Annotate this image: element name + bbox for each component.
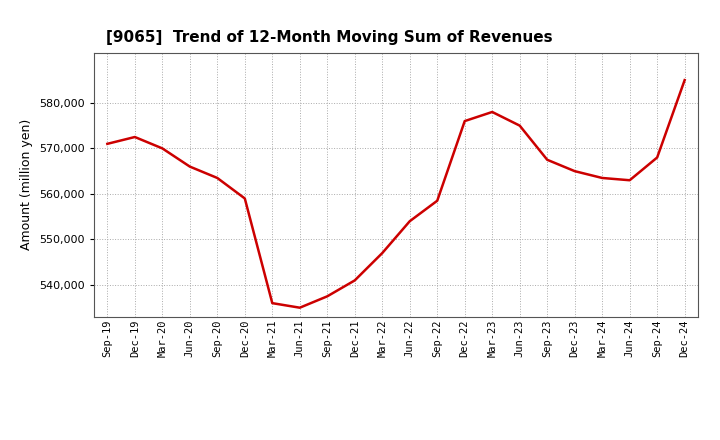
Y-axis label: Amount (million yen): Amount (million yen) [20, 119, 33, 250]
Text: [9065]  Trend of 12-Month Moving Sum of Revenues: [9065] Trend of 12-Month Moving Sum of R… [106, 29, 552, 45]
